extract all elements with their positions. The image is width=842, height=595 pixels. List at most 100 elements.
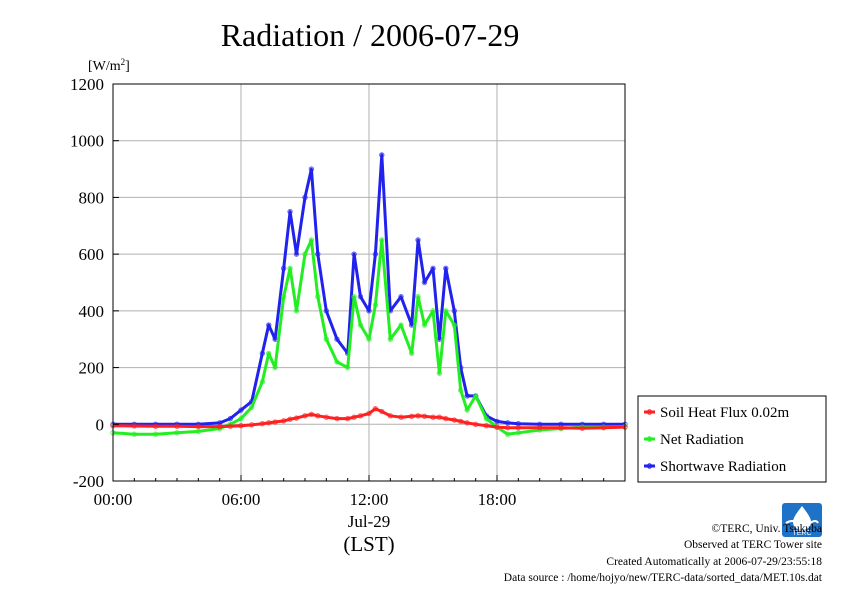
data-point-soil-heat-flux-0-02m — [398, 414, 404, 420]
data-point-soil-heat-flux-0-02m — [308, 411, 315, 418]
data-point-shortwave-radiation — [366, 308, 372, 314]
series-group — [110, 152, 628, 437]
data-point-soil-heat-flux-0-02m — [504, 424, 511, 431]
data-point-net-radiation — [464, 407, 470, 413]
data-point-net-radiation — [398, 322, 404, 328]
data-point-soil-heat-flux-0-02m — [387, 413, 394, 419]
x-axis: 00:00 06:00 12:00 18:00 — [94, 475, 605, 509]
data-point-soil-heat-flux-0-02m — [238, 423, 244, 429]
data-point-soil-heat-flux-0-02m — [280, 418, 287, 424]
created-timestamp: Created Automatically at 2006-07-29/23:5… — [606, 556, 822, 568]
data-point-soil-heat-flux-0-02m — [315, 413, 321, 419]
data-point-soil-heat-flux-0-02m — [408, 413, 415, 420]
data-point-shortwave-radiation — [287, 208, 293, 215]
data-point-net-radiation — [366, 336, 372, 342]
x-tick-label: 00:00 — [94, 490, 133, 509]
data-point-shortwave-radiation — [259, 350, 266, 357]
data-point-soil-heat-flux-0-02m — [472, 421, 479, 427]
legend-marker-soil-heat-flux-0-02m — [646, 409, 653, 415]
data-point-soil-heat-flux-0-02m — [464, 420, 470, 426]
legend-label-shortwave-radiation: Shortwave Radiation — [660, 459, 787, 475]
data-point-soil-heat-flux-0-02m — [372, 405, 379, 412]
data-point-net-radiation — [266, 350, 272, 357]
data-point-net-radiation — [272, 364, 278, 371]
svg-text:TERC: TERC — [792, 530, 811, 537]
data-point-net-radiation — [308, 237, 315, 243]
chart-title: Radiation / 2006-07-29 — [221, 17, 520, 53]
data-point-net-radiation — [458, 387, 464, 393]
data-point-net-radiation — [472, 393, 479, 399]
legend-label-net-radiation: Net Radiation — [660, 432, 744, 448]
data-point-soil-heat-flux-0-02m — [558, 424, 564, 431]
y-tick-label: 0 — [96, 415, 105, 434]
data-point-soil-heat-flux-0-02m — [216, 423, 223, 430]
data-point-soil-heat-flux-0-02m — [357, 413, 364, 419]
data-point-shortwave-radiation — [280, 265, 287, 272]
legend-label-soil-heat-flux-0-02m: Soil Heat Flux 0.02m — [660, 405, 790, 421]
data-point-shortwave-radiation — [302, 194, 308, 201]
y-axis: -200 0 200 400 600 800 1000 1200 — [70, 75, 119, 491]
data-point-net-radiation — [408, 350, 415, 357]
data-point-shortwave-radiation — [323, 308, 330, 314]
legend: Soil Heat Flux 0.02m Net Radiation Shortwa… — [637, 395, 827, 483]
data-point-soil-heat-flux-0-02m — [293, 415, 300, 421]
data-point-soil-heat-flux-0-02m — [415, 413, 421, 419]
data-point-shortwave-radiation — [293, 251, 300, 257]
series-line-net-radiation — [112, 238, 626, 436]
data-point-soil-heat-flux-0-02m — [600, 424, 607, 431]
series-line-shortwave-radiation — [113, 153, 625, 426]
data-point-soil-heat-flux-0-02m — [436, 414, 443, 420]
data-point-shortwave-radiation — [266, 322, 272, 328]
data-point-net-radiation — [351, 293, 357, 300]
data-point-shortwave-radiation — [315, 251, 321, 257]
data-point-net-radiation — [387, 336, 394, 342]
data-point-net-radiation — [430, 308, 436, 314]
y-tick-label: -200 — [73, 472, 104, 491]
data-point-shortwave-radiation — [494, 418, 500, 425]
data-point-net-radiation — [379, 237, 385, 243]
data-point-soil-heat-flux-0-02m — [451, 417, 458, 423]
data-point-soil-heat-flux-0-02m — [494, 424, 500, 430]
data-point-shortwave-radiation — [372, 251, 379, 257]
x-tick-label: 06:00 — [222, 490, 261, 509]
data-point-shortwave-radiation — [443, 265, 449, 272]
y-tick-label: 1000 — [70, 132, 104, 151]
data-point-soil-heat-flux-0-02m — [195, 423, 202, 430]
data-point-shortwave-radiation — [357, 293, 364, 300]
data-point-shortwave-radiation — [421, 279, 428, 286]
data-point-shortwave-radiation — [430, 265, 436, 272]
grid-lines — [112, 83, 625, 482]
x-tick-label: 12:00 — [350, 490, 389, 509]
data-point-net-radiation — [372, 302, 379, 308]
data-point-net-radiation — [152, 431, 159, 437]
data-point-net-radiation — [515, 430, 522, 436]
y-tick-label: 600 — [79, 245, 105, 264]
observed-site-credit: Observed at TERC Tower site — [683, 539, 822, 551]
data-point-net-radiation — [421, 322, 428, 328]
terc-logo: TERC — [782, 503, 822, 537]
data-point-soil-heat-flux-0-02m — [443, 415, 449, 422]
data-point-soil-heat-flux-0-02m — [227, 423, 234, 429]
data-point-shortwave-radiation — [227, 415, 234, 422]
data-point-net-radiation — [238, 415, 244, 422]
data-point-net-radiation — [483, 415, 490, 422]
y-tick-label: 200 — [79, 359, 105, 378]
data-point-soil-heat-flux-0-02m — [131, 423, 138, 429]
data-point-soil-heat-flux-0-02m — [174, 423, 180, 429]
data-point-net-radiation — [248, 404, 255, 410]
data-point-net-radiation — [451, 322, 458, 328]
data-point-soil-heat-flux-0-02m — [248, 422, 255, 428]
x-tick-label: 18:00 — [478, 490, 517, 509]
data-point-net-radiation — [293, 308, 300, 314]
data-point-soil-heat-flux-0-02m — [421, 413, 428, 420]
data-point-soil-heat-flux-0-02m — [344, 415, 351, 422]
data-point-net-radiation — [259, 379, 266, 385]
data-point-net-radiation — [443, 308, 449, 314]
data-point-net-radiation — [357, 322, 364, 328]
series-line-soil-heat-flux-0-02m — [112, 407, 626, 430]
data-point-soil-heat-flux-0-02m — [272, 419, 278, 425]
legend-frame — [637, 395, 827, 483]
legend-marker-net-radiation — [646, 436, 653, 442]
data-point-soil-heat-flux-0-02m — [430, 414, 436, 420]
